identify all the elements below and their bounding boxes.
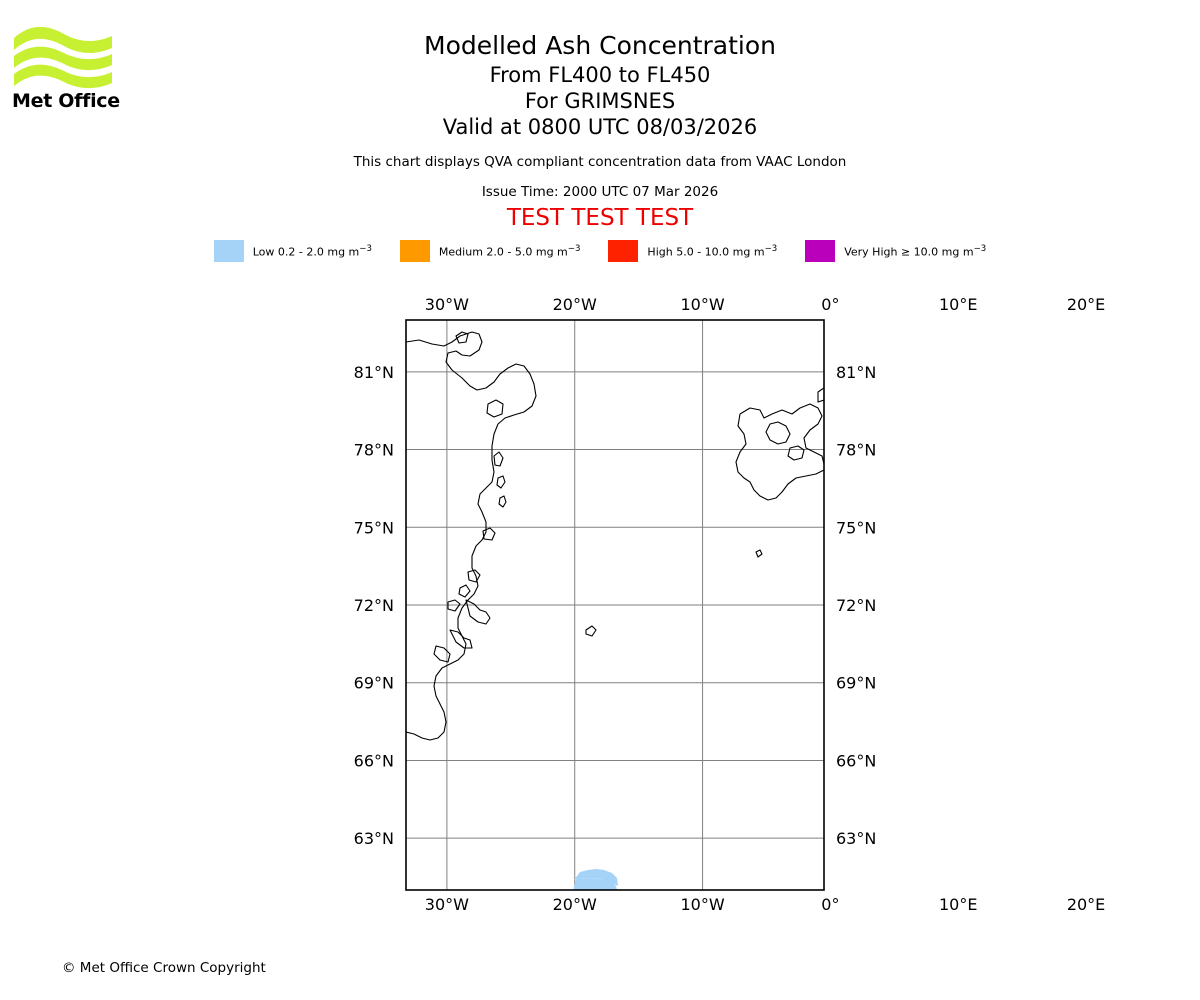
page-title: Modelled Ash Concentration <box>424 31 776 60</box>
legend-swatch-3 <box>805 240 836 262</box>
x-tick-top-4: 10°E <box>939 295 977 314</box>
legend-item-2: High 5.0 - 10.0 mg m−3 <box>608 240 777 262</box>
y-tick-left-0: 81°N <box>354 363 394 382</box>
copyright-footer: © Met Office Crown Copyright <box>62 960 266 976</box>
x-tick-top-1: 20°W <box>553 295 597 314</box>
legend-item-3: Very High ≥ 10.0 mg m−3 <box>805 240 986 262</box>
legend-label-2: High 5.0 - 10.0 mg m−3 <box>647 243 778 259</box>
x-tick-bottom-0: 30°W <box>425 895 469 914</box>
test-banner: TEST TEST TEST <box>506 205 694 231</box>
y-axis-left-labels: 81°N 78°N 75°N 72°N 69°N 66°N 63°N <box>354 363 394 848</box>
x-axis-top-labels: 30°W 20°W 10°W 0° 10°E 20°E <box>425 295 1105 314</box>
qva-note: This chart displays QVA compliant concen… <box>353 154 847 170</box>
coastlines <box>406 331 824 741</box>
x-tick-top-2: 10°W <box>680 295 724 314</box>
y-tick-right-1: 78°N <box>836 441 876 460</box>
legend-label-0: Low 0.2 - 2.0 mg m−3 <box>252 243 372 259</box>
y-axis-right-labels: 81°N 78°N 75°N 72°N 69°N 66°N 63°N <box>836 363 876 848</box>
y-tick-right-5: 66°N <box>836 751 876 770</box>
x-axis-bottom-labels: 30°W 20°W 10°W 0° 10°E 20°E <box>425 895 1105 914</box>
flight-level-subtitle: From FL400 to FL450 <box>489 63 711 87</box>
legend-label-3: Very High ≥ 10.0 mg m−3 <box>844 243 987 259</box>
x-tick-bottom-2: 10°W <box>680 895 724 914</box>
x-tick-top-5: 20°E <box>1067 295 1105 314</box>
y-tick-left-3: 72°N <box>354 596 394 615</box>
y-tick-left-5: 66°N <box>354 751 394 770</box>
plume-low-head <box>575 878 617 890</box>
chart-title-block: Modelled Ash Concentration From FL400 to… <box>0 0 1200 231</box>
legend-swatch-0 <box>213 240 244 262</box>
y-tick-left-2: 75°N <box>354 518 394 537</box>
legend-label-1: Medium 2.0 - 5.0 mg m−3 <box>438 243 581 259</box>
x-tick-bottom-5: 20°E <box>1067 895 1105 914</box>
legend-swatch-2 <box>608 240 639 262</box>
concentration-legend: Low 0.2 - 2.0 mg m−3 Medium 2.0 - 5.0 mg … <box>0 240 1200 262</box>
y-tick-left-4: 69°N <box>354 674 394 693</box>
met-office-waves-icon <box>14 26 112 89</box>
ash-concentration-map: 30°W 20°W 10°W 0° 10°E 20°E 30°W 20°W 10°W 0° 10°… <box>0 282 1200 922</box>
y-tick-right-2: 75°N <box>836 518 876 537</box>
ash-plume <box>573 869 618 890</box>
map-frame <box>405 319 825 891</box>
volcano-subtitle: For GRIMSNES <box>524 89 676 113</box>
issue-time: Issue Time: 2000 UTC 07 Mar 2026 <box>481 184 719 200</box>
y-tick-right-3: 72°N <box>836 596 876 615</box>
y-tick-right-4: 69°N <box>836 674 876 693</box>
y-tick-right-0: 81°N <box>836 363 876 382</box>
legend-item-1: Medium 2.0 - 5.0 mg m−3 <box>399 240 581 262</box>
met-office-logo <box>12 22 122 117</box>
legend-swatch-1 <box>399 240 430 262</box>
y-tick-left-1: 78°N <box>354 441 394 460</box>
x-tick-bottom-1: 20°W <box>553 895 597 914</box>
y-tick-right-6: 63°N <box>836 829 876 848</box>
legend-item-0: Low 0.2 - 2.0 mg m−3 <box>213 240 372 262</box>
x-tick-bottom-4: 10°E <box>939 895 977 914</box>
valid-time-subtitle: Valid at 0800 UTC 08/03/2026 <box>442 115 758 139</box>
plume-top-edge <box>574 869 618 886</box>
x-tick-top-0: 30°W <box>425 295 469 314</box>
x-tick-top-3: 0° <box>821 295 839 314</box>
y-tick-left-6: 63°N <box>354 829 394 848</box>
met-office-wordmark: Met Office <box>12 90 120 112</box>
x-tick-bottom-3: 0° <box>821 895 839 914</box>
